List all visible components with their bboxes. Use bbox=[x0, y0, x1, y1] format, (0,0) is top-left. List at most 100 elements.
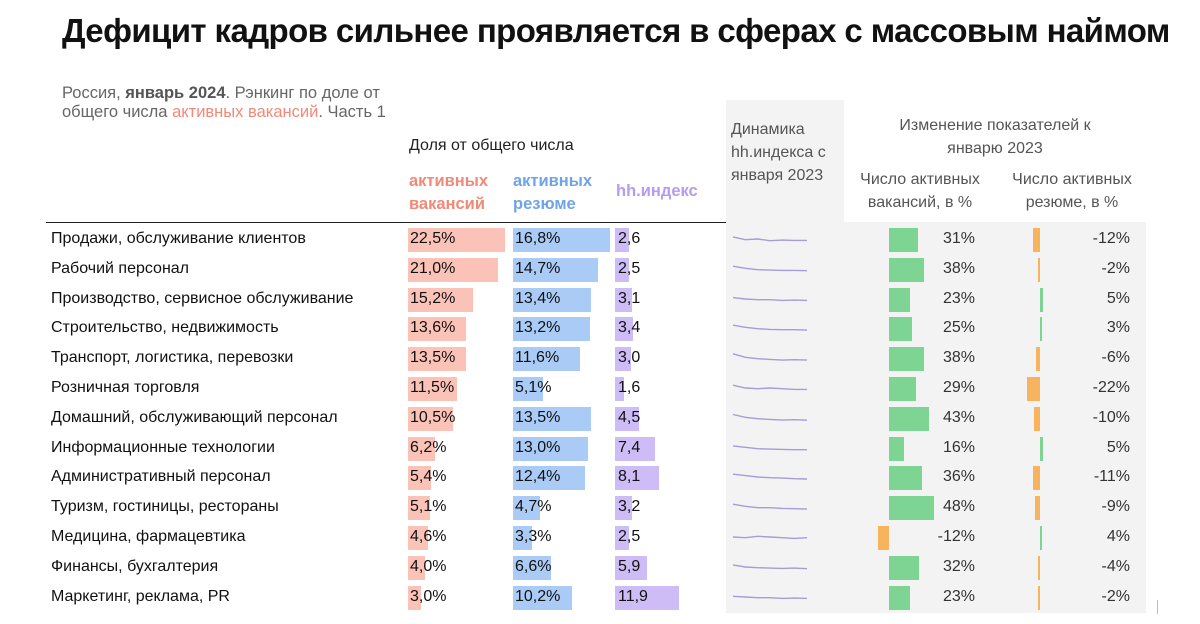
vacancy-change-bar bbox=[889, 496, 934, 521]
resume-change-label: -2% bbox=[1101, 259, 1130, 277]
resume-share-label: 4,7% bbox=[515, 498, 552, 516]
vacancy-change-label: 36% bbox=[942, 468, 975, 486]
sparkline-path bbox=[732, 384, 807, 391]
header-hh-index: hh.индекс bbox=[616, 182, 698, 200]
resume-change-label: 4% bbox=[1106, 528, 1130, 545]
hh-index-sparkline bbox=[732, 413, 808, 421]
table-row: Маркетинг, реклама, PR 3,0% 10,2% 11,9 23% -2… bbox=[0, 583, 1200, 613]
header-change-resumes: Число активных резюме, в % bbox=[1012, 171, 1132, 211]
hh-index-sparkline bbox=[732, 535, 808, 540]
resume-share-bar bbox=[513, 496, 541, 521]
resume-share-label: 6,6% bbox=[515, 557, 552, 575]
hh-index-sparkline bbox=[732, 564, 808, 570]
category-label: Туризм, гостиницы, рестораны bbox=[51, 498, 279, 516]
hh-index-sparkline bbox=[732, 384, 807, 391]
resume-change-label: -12% bbox=[1092, 230, 1130, 247]
category-label: Домашний, обслуживающий персонал bbox=[51, 408, 338, 426]
header-change: Изменение показателей к январю 2023 bbox=[899, 117, 1091, 157]
resume-share-bar bbox=[513, 406, 592, 431]
sparkline-path bbox=[732, 473, 808, 481]
hh-index-sparkline bbox=[732, 595, 808, 599]
vacancy-change-bar bbox=[889, 406, 929, 431]
category-label: Финансы, бухгалтерия bbox=[51, 557, 219, 575]
resume-change-bar bbox=[1034, 496, 1040, 521]
sparkline-path bbox=[732, 503, 808, 510]
sparkline-path bbox=[732, 413, 808, 421]
subtitle-prefix: Россия, bbox=[62, 84, 126, 102]
resume-change-label: -6% bbox=[1101, 349, 1130, 367]
vacancy-change-label: 38% bbox=[942, 349, 975, 367]
vacancy-share-label: 11,5% bbox=[410, 379, 455, 396]
resume-change-label: -10% bbox=[1092, 408, 1130, 426]
resume-share-label: 5,1% bbox=[515, 379, 552, 396]
resume-share-bar bbox=[513, 555, 552, 580]
vacancy-change-bar bbox=[889, 555, 919, 580]
vacancy-change-bar bbox=[889, 347, 925, 372]
vacancy-change-bar bbox=[889, 257, 925, 282]
table-row: Финансы, бухгалтерия 4,0% 6,6% 5,9 32% -4% bbox=[0, 553, 1200, 583]
vacancy-share-label: 13,6% bbox=[410, 319, 456, 337]
change-header-background bbox=[844, 100, 1146, 222]
vacancy-change-label: 48% bbox=[942, 498, 975, 516]
sparkline-path bbox=[732, 324, 808, 332]
category-label: Продажи, обслуживание клиентов bbox=[51, 230, 306, 247]
resume-change-label: 3% bbox=[1106, 319, 1130, 337]
resume-change-label: 5% bbox=[1106, 438, 1130, 456]
resume-change-bar bbox=[1036, 347, 1040, 372]
resume-share-bar bbox=[513, 228, 611, 252]
hh-index-label: 3,1 bbox=[618, 289, 641, 307]
resume-share-bar bbox=[513, 466, 585, 491]
resume-change-bar bbox=[1040, 317, 1042, 342]
vacancy-share-label: 13,5% bbox=[410, 349, 456, 367]
hh-index-sparkline bbox=[732, 296, 808, 301]
vacancy-change-bar bbox=[877, 526, 889, 550]
vacancy-change-bar bbox=[889, 466, 923, 491]
hh-index-bar bbox=[615, 436, 655, 461]
resume-share-bar bbox=[513, 257, 599, 282]
hh-index-label: 8,1 bbox=[618, 468, 641, 486]
resume-change-bar bbox=[1033, 466, 1040, 491]
table-row: Рабочий персонал 21,0% 14,7% 2,5 38% -2% bbox=[0, 255, 1200, 285]
vacancy-share-bar bbox=[408, 287, 474, 312]
sparkline-path bbox=[732, 353, 808, 361]
category-label: Розничная торговля bbox=[51, 379, 200, 396]
vacancy-change-label: 32% bbox=[942, 557, 975, 575]
header-resumes: активных резюме bbox=[513, 172, 593, 213]
resume-change-bar bbox=[1034, 406, 1040, 431]
table-row: Домашний, обслуживающий персонал 10,5% 13,… bbox=[0, 404, 1200, 434]
hh-index-bar bbox=[615, 257, 629, 282]
resume-change-bar bbox=[1032, 228, 1040, 252]
resume-change-label: -11% bbox=[1093, 468, 1130, 486]
hh-index-sparkline bbox=[732, 265, 808, 272]
vacancy-share-bar bbox=[408, 526, 428, 550]
vacancy-change-bar bbox=[889, 585, 911, 610]
hh-index-bar bbox=[615, 526, 629, 550]
hh-index-bar bbox=[615, 377, 624, 401]
hh-index-sparkline bbox=[732, 473, 808, 481]
vacancy-share-bar bbox=[408, 347, 467, 372]
hh-index-label: 2,6 bbox=[618, 230, 641, 247]
vacancy-change-bar bbox=[889, 436, 904, 461]
resume-share-label: 10,2% bbox=[515, 587, 561, 605]
vacancy-change-label: 31% bbox=[942, 230, 975, 247]
resume-share-label: 13,5% bbox=[515, 408, 561, 426]
resume-share-label: 13,2% bbox=[515, 319, 561, 337]
resume-change-bar bbox=[1038, 257, 1040, 282]
vacancy-share-bar bbox=[408, 257, 499, 282]
category-label: Рабочий персонал bbox=[51, 259, 190, 277]
vacancy-share-label: 21,0% bbox=[410, 259, 456, 277]
vacancy-change-label: 38% bbox=[942, 259, 975, 277]
vacancy-change-label: 16% bbox=[942, 438, 975, 456]
vacancy-share-label: 4,0% bbox=[410, 557, 447, 575]
resume-change-bar bbox=[1038, 585, 1040, 610]
subtitle-period: январь 2024 bbox=[125, 84, 226, 102]
edge-tick bbox=[1157, 600, 1158, 614]
vacancy-share-bar bbox=[408, 555, 426, 580]
vacancy-share-bar bbox=[408, 228, 505, 252]
header-dynamics: Динамика hh.индекса с января 2023 bbox=[731, 121, 826, 184]
resume-change-label: -4% bbox=[1101, 557, 1130, 575]
hh-index-sparkline bbox=[732, 236, 807, 242]
vacancy-share-bar bbox=[408, 377, 458, 401]
hh-index-bar bbox=[615, 287, 632, 312]
sparkline-path bbox=[732, 595, 808, 599]
